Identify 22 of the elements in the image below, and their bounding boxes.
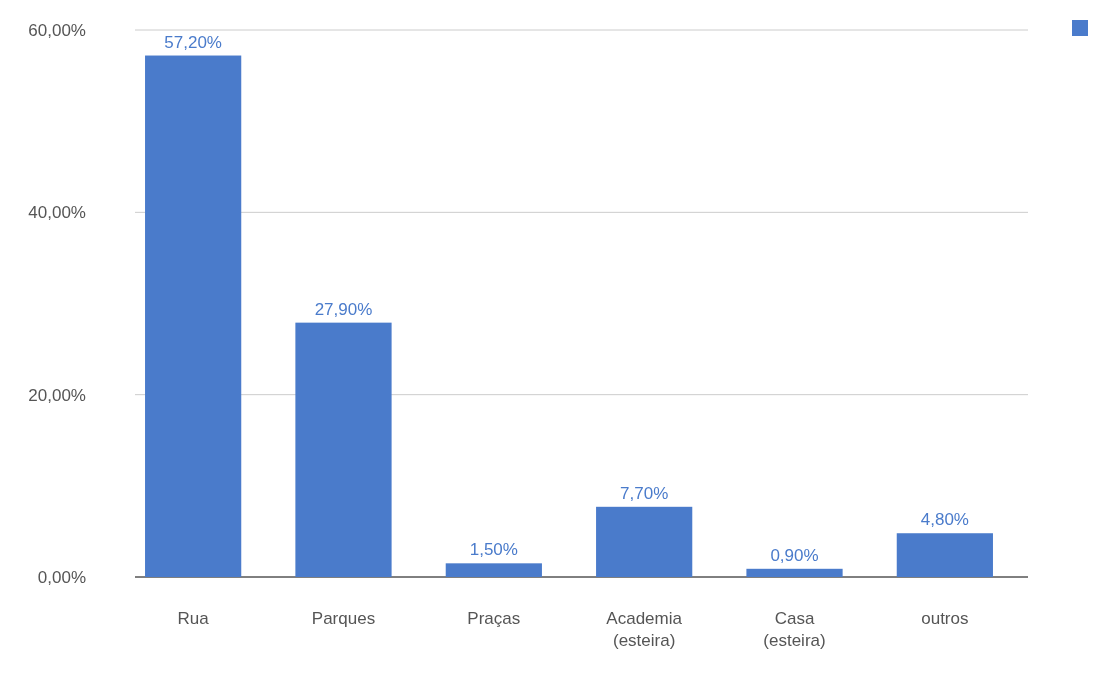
y-tick-label: 0,00% (37, 567, 86, 587)
bar (746, 568, 843, 577)
bar (295, 322, 392, 577)
y-tick-label: 20,00% (28, 385, 86, 405)
bar (145, 55, 242, 577)
data-label: 4,80% (920, 510, 969, 530)
x-tick-label: Rua (177, 609, 210, 628)
x-tick-label: Casa (esteira) (763, 609, 826, 650)
data-label: 7,70% (620, 483, 669, 503)
x-tick-label: Parques (311, 609, 376, 628)
x-tick-label: Academia (esteira) (606, 609, 683, 650)
y-tick-label: 60,00% (28, 20, 86, 40)
data-label: 0,90% (770, 545, 819, 565)
data-label: 57,20% (164, 32, 222, 52)
y-tick-label: 40,00% (28, 203, 86, 223)
bar (896, 533, 993, 577)
bar (596, 506, 693, 577)
data-label: 27,90% (314, 299, 373, 319)
bar (445, 563, 542, 577)
x-tick-label: Praças (467, 609, 521, 628)
x-tick-label: outros (921, 609, 969, 628)
data-label: 1,50% (469, 540, 518, 560)
